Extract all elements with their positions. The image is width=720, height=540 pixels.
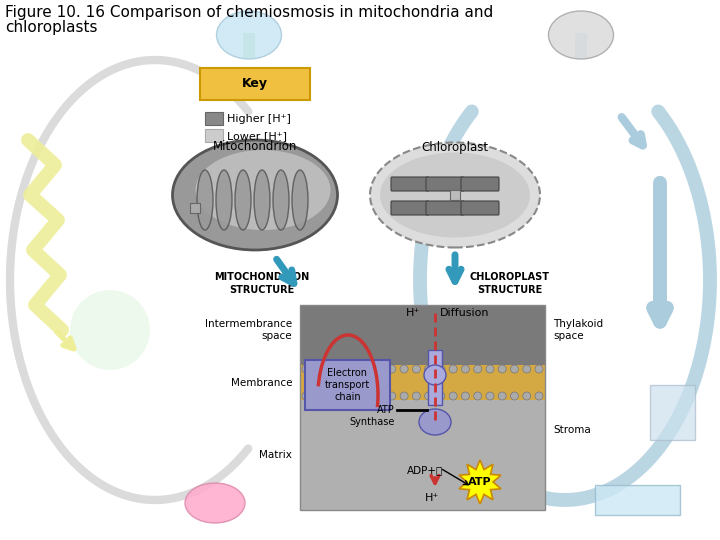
Ellipse shape [419, 409, 451, 435]
Ellipse shape [370, 143, 540, 247]
Bar [300, 305, 545, 365]
Ellipse shape [549, 11, 613, 59]
Bar [205, 129, 223, 142]
Ellipse shape [486, 392, 494, 400]
FancyBboxPatch shape [461, 177, 499, 191]
Text: ATP: ATP [468, 477, 492, 487]
Ellipse shape [474, 365, 482, 373]
Ellipse shape [413, 392, 420, 400]
Ellipse shape [70, 290, 150, 370]
Text: H⁺: H⁺ [406, 308, 420, 318]
Text: Matrix: Matrix [259, 450, 292, 460]
Ellipse shape [449, 365, 457, 373]
Text: Intermembrance
space: Intermembrance space [205, 319, 292, 341]
Ellipse shape [498, 365, 506, 373]
Ellipse shape [197, 170, 213, 230]
Ellipse shape [449, 392, 457, 400]
Ellipse shape [314, 365, 323, 373]
Ellipse shape [400, 392, 408, 400]
Ellipse shape [327, 365, 335, 373]
Text: Stroma: Stroma [553, 425, 590, 435]
Text: ATP
Synthase: ATP Synthase [350, 405, 395, 427]
Ellipse shape [510, 392, 518, 400]
Text: Mitochondrion: Mitochondrion [213, 140, 297, 153]
Ellipse shape [462, 392, 469, 400]
Ellipse shape [437, 365, 445, 373]
Text: Key: Key [242, 78, 268, 91]
Ellipse shape [314, 392, 323, 400]
FancyBboxPatch shape [391, 201, 429, 215]
Ellipse shape [535, 365, 543, 373]
Bar [595, 485, 680, 515]
Ellipse shape [376, 365, 384, 373]
Text: Membrance: Membrance [230, 378, 292, 388]
Ellipse shape [474, 392, 482, 400]
Ellipse shape [351, 365, 359, 373]
Bar [450, 190, 460, 200]
Ellipse shape [437, 392, 445, 400]
Polygon shape [459, 460, 501, 504]
Text: Figure 10. 16 Comparison of chemiosmosis in mitochondria and: Figure 10. 16 Comparison of chemiosmosis… [5, 5, 493, 20]
FancyBboxPatch shape [305, 360, 390, 410]
Text: Lower [H⁺]: Lower [H⁺] [227, 131, 287, 141]
Ellipse shape [235, 170, 251, 230]
Ellipse shape [302, 365, 310, 373]
Text: chloroplasts: chloroplasts [5, 20, 97, 35]
Ellipse shape [364, 365, 372, 373]
Ellipse shape [498, 392, 506, 400]
Text: Electron
transport
chain: Electron transport chain [325, 368, 370, 402]
Text: MITOCHONDRION
STRUCTURE: MITOCHONDRION STRUCTURE [215, 272, 310, 295]
Ellipse shape [339, 365, 347, 373]
Ellipse shape [510, 365, 518, 373]
Ellipse shape [351, 392, 359, 400]
Bar [300, 365, 545, 400]
Ellipse shape [486, 365, 494, 373]
Ellipse shape [364, 392, 372, 400]
Ellipse shape [462, 365, 469, 373]
Ellipse shape [523, 365, 531, 373]
Ellipse shape [185, 483, 245, 523]
Text: Higher [H⁺]: Higher [H⁺] [227, 114, 291, 124]
Bar [300, 400, 545, 510]
Bar [300, 305, 545, 510]
Ellipse shape [292, 170, 308, 230]
Ellipse shape [217, 11, 282, 59]
Text: Thylakoid
space: Thylakoid space [553, 319, 603, 341]
Ellipse shape [216, 170, 232, 230]
Ellipse shape [254, 170, 270, 230]
Text: ADP+Ⓟ: ADP+Ⓟ [407, 465, 444, 475]
Ellipse shape [388, 365, 396, 373]
Ellipse shape [400, 365, 408, 373]
FancyBboxPatch shape [426, 177, 464, 191]
Ellipse shape [424, 365, 446, 385]
Bar [428, 350, 442, 405]
Ellipse shape [376, 392, 384, 400]
Ellipse shape [388, 392, 396, 400]
Ellipse shape [339, 392, 347, 400]
Bar [205, 112, 223, 125]
Bar [190, 203, 200, 213]
Ellipse shape [173, 140, 338, 250]
Ellipse shape [535, 392, 543, 400]
Bar [650, 385, 695, 440]
Ellipse shape [413, 365, 420, 373]
Ellipse shape [196, 150, 330, 230]
FancyBboxPatch shape [426, 201, 464, 215]
Ellipse shape [523, 392, 531, 400]
Bar [243, 33, 255, 58]
Ellipse shape [425, 392, 433, 400]
Ellipse shape [273, 170, 289, 230]
FancyBboxPatch shape [391, 177, 429, 191]
Ellipse shape [302, 392, 310, 400]
FancyBboxPatch shape [200, 68, 310, 100]
Ellipse shape [380, 152, 530, 238]
Text: Chloroplast: Chloroplast [421, 140, 489, 153]
Text: Diffusion: Diffusion [440, 308, 490, 318]
Text: H⁺: H⁺ [425, 493, 439, 503]
Text: CHLOROPLAST
STRUCTURE: CHLOROPLAST STRUCTURE [470, 272, 550, 295]
FancyBboxPatch shape [461, 201, 499, 215]
Ellipse shape [327, 392, 335, 400]
Ellipse shape [425, 365, 433, 373]
Bar [575, 33, 587, 58]
